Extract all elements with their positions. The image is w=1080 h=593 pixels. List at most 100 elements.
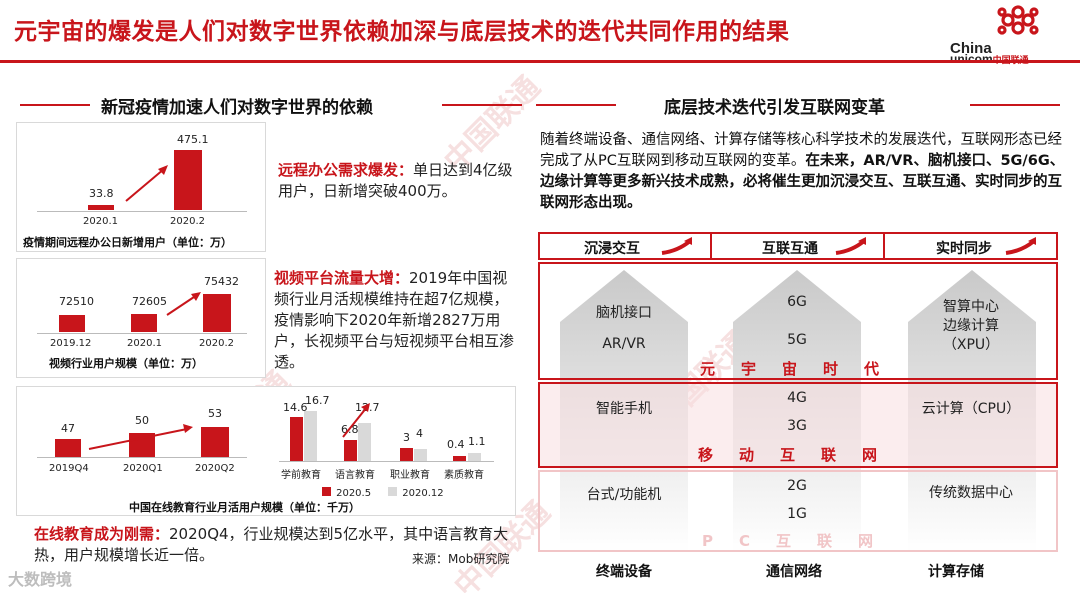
chart-remote-office: 33.8 475.1 2020.1 2020.2 疫情期间远程办公日新增用户（单… [16, 122, 266, 252]
cell-6g: 6G [787, 294, 807, 310]
chart4-s1-bar-4 [453, 456, 466, 461]
chart2-cat-2: 2020.1 [127, 338, 162, 349]
column-divider-2 [883, 234, 885, 258]
cell-edge-computing: 边缘计算 [943, 318, 999, 334]
chart1-value-1: 33.8 [89, 187, 114, 200]
chart1-axis [37, 211, 247, 212]
chart-video-users: 72510 72605 75432 2019.12 2020.1 2020.2 … [16, 258, 266, 378]
chart4-s2-value-4: 1.1 [468, 435, 486, 448]
footer-compute: 计算存储 [928, 564, 984, 580]
chart4-s2-value-3: 4 [416, 427, 423, 440]
chart1-caption: 疫情期间远程办公日新增用户（单位：万） [23, 236, 232, 249]
chart2-bar-1 [59, 315, 85, 332]
chart4-cat-1: 学前教育 [281, 470, 321, 481]
chart2-value-2: 72605 [132, 295, 167, 308]
cell-traditional-dc: 传统数据中心 [929, 485, 1013, 501]
left-header-line-left [20, 104, 90, 106]
cell-2g: 2G [787, 478, 807, 494]
swoosh-icon-1 [661, 237, 692, 255]
cell-xpu: （XPU） [942, 337, 1000, 353]
chart3-value-3: 53 [208, 407, 222, 420]
column-1-header: 沉浸交互 [584, 241, 640, 257]
chart3-cat-3: 2020Q2 [195, 463, 235, 474]
logo-unicom: unicom中国联通 [950, 52, 1029, 66]
era-pc: PC互联网 [702, 532, 900, 550]
chart1-cat-1: 2020.1 [83, 216, 118, 227]
right-intro: 随着终端设备、通信网络、计算存储等核心科学技术的发展迭代，互联网形态已经完成了从… [540, 132, 1065, 211]
column-header-bar [538, 232, 1058, 260]
chart1-cat-2: 2020.2 [170, 216, 205, 227]
legend-swatch-red [322, 487, 331, 496]
chart1-bar-1 [88, 205, 114, 210]
chart3-cat-1: 2019Q4 [49, 463, 89, 474]
cell-smartphone: 智能手机 [596, 401, 652, 417]
desc-video: 视频平台流量大增：2019年中国视频行业月活规模维持在超7亿规模，疫情影响下20… [274, 269, 515, 371]
chart4-s2-bar-2 [358, 423, 371, 461]
legend-swatch-gray [388, 487, 398, 496]
chart3-bar-3 [201, 427, 229, 457]
chart4-s1-bar-1 [290, 417, 303, 461]
unicom-logo: China unicom中国联通 [948, 2, 1072, 66]
cell-1g: 1G [787, 506, 807, 522]
right-header-line-right [970, 104, 1060, 106]
legend-label-2: 2020.12 [402, 488, 444, 499]
chart2-bar-2 [131, 314, 157, 332]
footer-network: 通信网络 [766, 564, 822, 580]
unicom-knot-icon [997, 5, 1039, 35]
right-header-line-left [536, 104, 616, 106]
chart3-cat-2: 2020Q1 [123, 463, 163, 474]
cell-desktop: 台式/功能机 [586, 487, 662, 503]
chart3-bar-1 [55, 439, 81, 457]
chart2-caption: 视频行业用户规模（单位：万） [49, 357, 203, 370]
footer-devices: 终端设备 [596, 564, 652, 580]
cell-cloud-cpu: 云计算（CPU） [921, 401, 1021, 417]
chart1-value-2: 475.1 [177, 133, 209, 146]
chart4-axis [279, 461, 494, 462]
chart4-s1-value-3: 3 [403, 431, 410, 444]
era-mobile: 移动互联网 [698, 446, 904, 464]
tier-pc [538, 470, 1058, 552]
chart4-s2-bar-3 [414, 449, 427, 461]
legend-label-1: 2020.5 [336, 488, 372, 499]
tier-mobile [538, 382, 1058, 468]
corner-watermark: 大数跨境 [8, 570, 73, 589]
chart4-s1-bar-3 [400, 448, 413, 461]
chart4-s1-value-4: 0.4 [447, 438, 465, 451]
chart4-trend-arrow-icon [342, 403, 370, 438]
chart2-cat-1: 2019.12 [50, 338, 92, 349]
column-3-header: 实时同步 [936, 241, 992, 257]
chart1-trend-arrow-icon [125, 165, 168, 202]
chart2-trend-arrow-icon [166, 292, 201, 316]
chart3-value-2: 50 [135, 414, 149, 427]
chart-online-education: 47 50 53 2019Q4 2020Q1 2020Q2 14.6 16.7 … [16, 386, 516, 516]
chart4-cat-3: 职业教育 [390, 470, 430, 481]
cell-3g: 3G [787, 418, 807, 434]
swoosh-icon-3 [1005, 237, 1036, 255]
right-section-heading: 底层技术迭代引发互联网变革 [664, 98, 885, 118]
page-title: 元宇宙的爆发是人们对数字世界依赖加深与底层技术的迭代共同作用的结果 [14, 19, 790, 45]
desc-education: 在线教育成为刚需：2020Q4，行业规模达到5亿水平，其中语言教育大热，用户规模… [34, 525, 509, 564]
era-metaverse: 元宇宙时代 [700, 360, 906, 378]
chart3-axis [37, 457, 247, 458]
chart2-bar-3 [203, 294, 231, 332]
left-header-line-right [442, 104, 522, 106]
chart2-cat-3: 2020.2 [199, 338, 234, 349]
left-section-heading: 新冠疫情加速人们对数字世界的依赖 [101, 98, 373, 118]
chart4-s1-bar-2 [344, 440, 357, 461]
chart3-trend-arrow-icon [88, 424, 193, 450]
chart4-cat-2: 语言教育 [335, 470, 375, 481]
chart2-axis [37, 333, 247, 334]
chart4-s1-value-1: 14.6 [283, 401, 308, 414]
chart1-bar-2 [174, 150, 202, 210]
chart2-value-3: 75432 [204, 275, 239, 288]
desc-remote-office: 远程办公需求爆发：单日达到4亿级用户，日新增突破400万。 [278, 161, 513, 200]
cell-brain-interface: 脑机接口 [596, 305, 652, 321]
chart3-value-1: 47 [61, 422, 75, 435]
chart2-value-1: 72510 [59, 295, 94, 308]
chart4-cat-4: 素质教育 [444, 470, 484, 481]
title-divider [0, 60, 1080, 63]
column-2-header: 互联互通 [762, 241, 818, 257]
cell-ar-vr: AR/VR [602, 336, 646, 352]
cell-5g: 5G [787, 332, 807, 348]
evolution-diagram: 沉浸交互 互联互通 实时同步 脑机接口 AR/VR 6G 5G 智算中心 边缘计… [538, 232, 1058, 552]
